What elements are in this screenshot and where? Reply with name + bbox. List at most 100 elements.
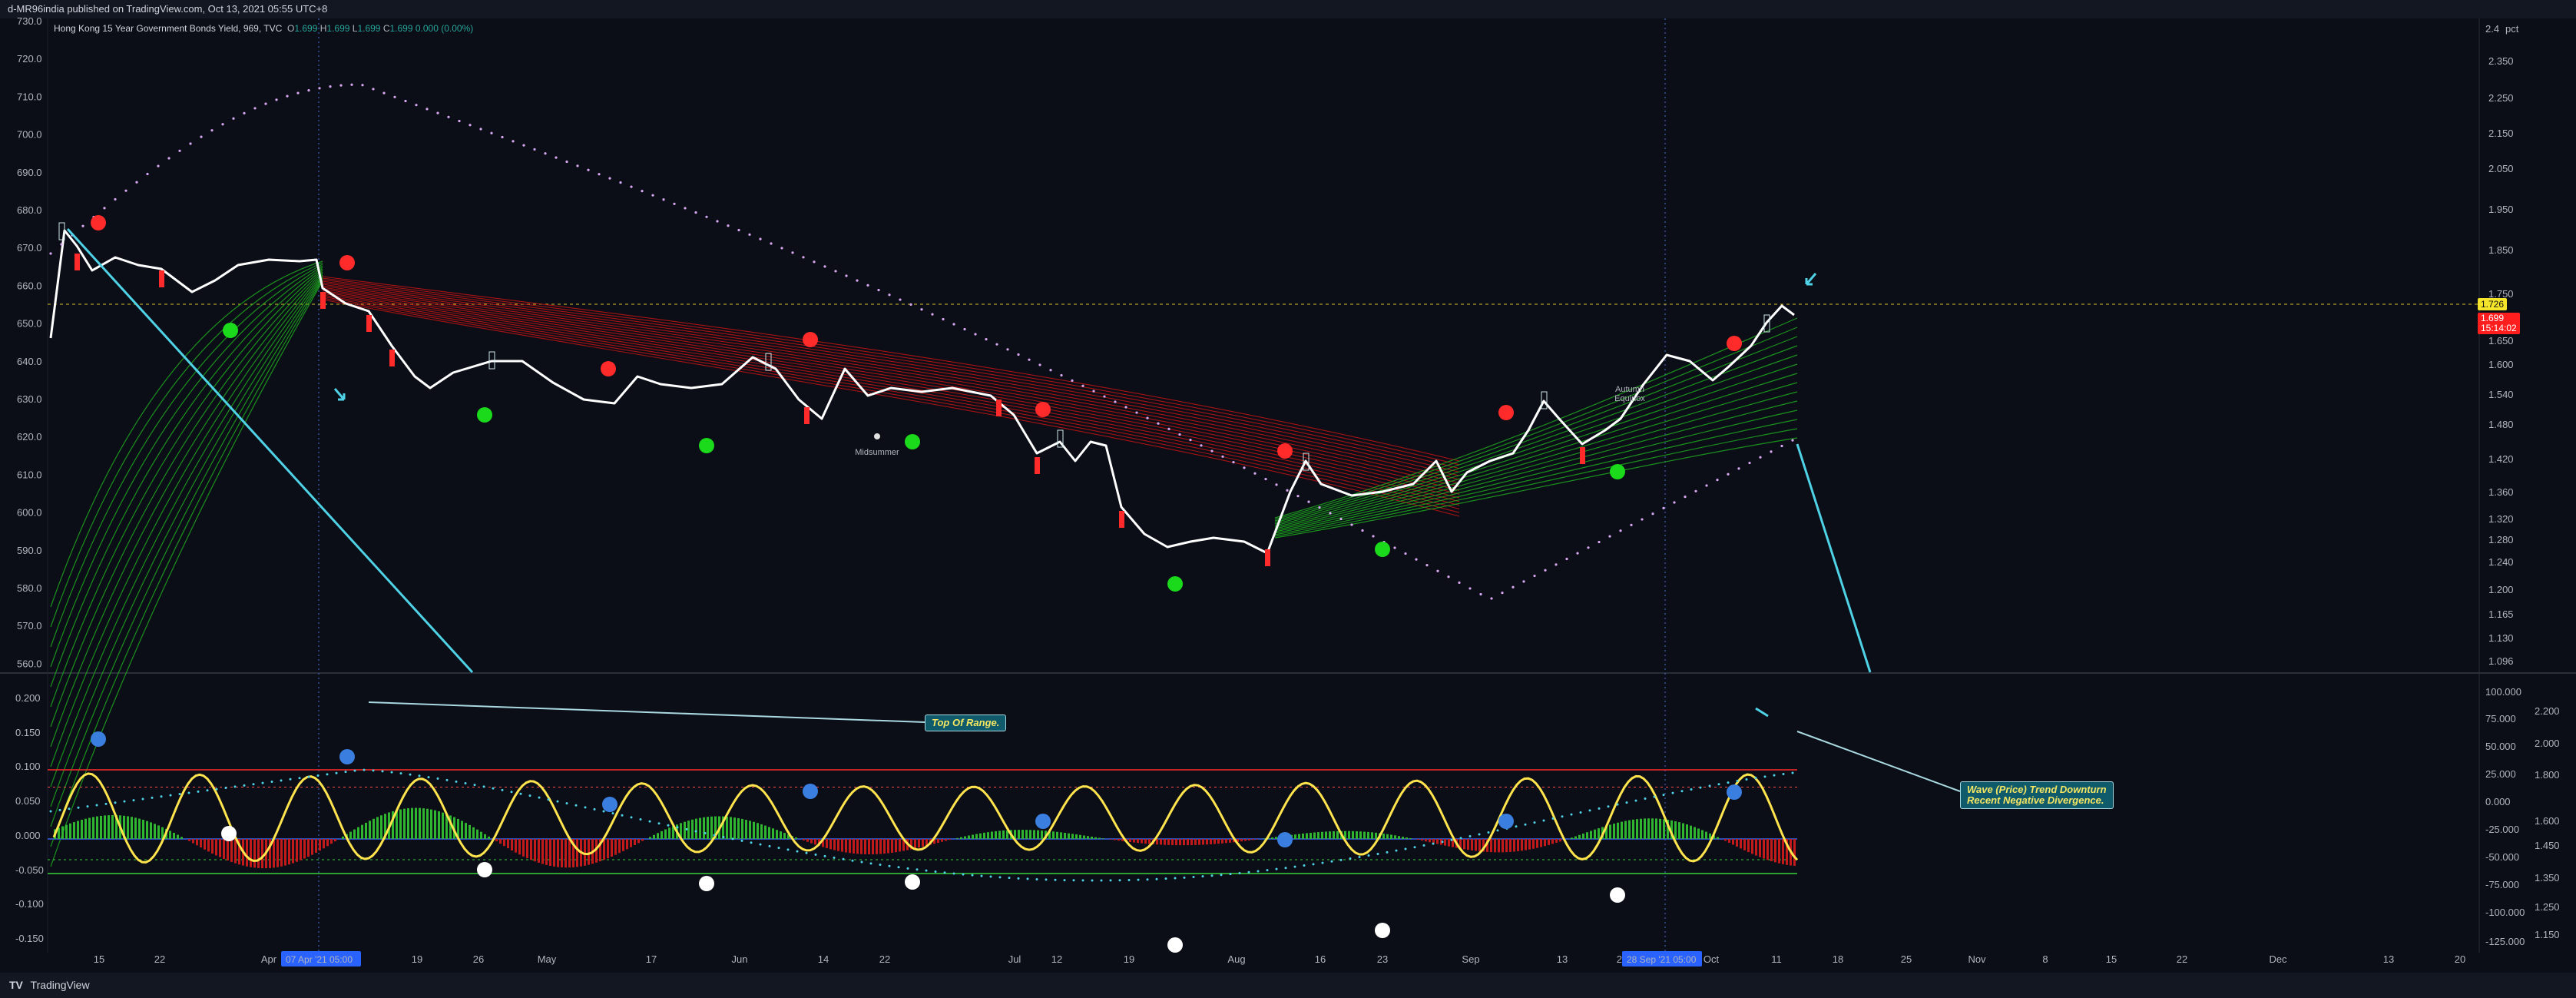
histogram-bar (1494, 839, 1496, 853)
cycle-curve-dot (662, 198, 665, 201)
osc-cycle-dot (261, 781, 264, 784)
histogram-bar (73, 822, 75, 839)
cycle-curve-dot (167, 157, 171, 160)
histogram-bar (123, 815, 125, 839)
time-axis-tick: 26 (473, 953, 484, 965)
histogram-bar (691, 819, 694, 839)
time-axis-tick: 15 (2106, 953, 2117, 965)
cycle-curve-dot (920, 308, 923, 311)
histogram-bar (1037, 830, 1039, 839)
histogram-bar (100, 815, 102, 839)
histogram-bar (1014, 830, 1016, 839)
osc-cycle-dot (1413, 846, 1416, 849)
bull-ribbon-line (1274, 428, 1798, 537)
histogram-bar (1217, 839, 1220, 844)
osc-cycle-dot (1376, 852, 1379, 855)
left-axis-tick: 620.0 (17, 431, 42, 443)
bull-ribbon-left (50, 260, 323, 867)
histogram-bar (534, 839, 536, 862)
histogram-bar (806, 839, 809, 842)
buy-signal-dot (1375, 542, 1390, 557)
cycle-curve-dot (1576, 552, 1579, 555)
histogram-bar (603, 839, 605, 860)
histogram-bar (1156, 839, 1158, 845)
crosshair-time-tag (1622, 951, 1702, 967)
osc-cycle-dot (1404, 847, 1407, 850)
osc-cycle-dot (1441, 841, 1444, 844)
histogram-bar (737, 817, 740, 839)
left-axis-tick: 660.0 (17, 280, 42, 291)
osc-cycle-dot (1035, 877, 1038, 880)
time-axis-tick: Sep (1462, 953, 1479, 965)
cycle-curve-dot (1221, 455, 1224, 458)
cycle-curve-dot (1296, 495, 1300, 498)
left-axis-tick: 650.0 (17, 318, 42, 330)
sell-signal-dot (1035, 402, 1051, 417)
bull-ribbon-line (1274, 373, 1798, 528)
cycle-curve-dot (1608, 535, 1611, 538)
histogram-bar (1594, 829, 1596, 839)
osc-cycle-dot (1763, 775, 1766, 778)
sell-signal-dot (601, 361, 616, 376)
osc-cycle-dot (1127, 878, 1131, 881)
histogram-bar (741, 818, 743, 839)
osc-cycle-dot (1496, 829, 1499, 832)
cycle-curve-dot (1275, 483, 1278, 486)
cycle-curve-dot (318, 87, 321, 90)
histogram-bar (910, 839, 912, 850)
bear-candle (1580, 447, 1585, 464)
osc-cycle-dot (713, 834, 716, 837)
histogram-bar (964, 836, 966, 839)
osc-cycle-dot (1570, 813, 1573, 816)
histogram-bar (411, 807, 413, 839)
histogram-bar (1463, 839, 1465, 850)
histogram-bar (557, 839, 559, 867)
cycle-curve-dot (555, 156, 558, 159)
histogram-bar (814, 839, 816, 845)
cycle-curve-dot (146, 172, 149, 176)
osc-cycle-dot (584, 806, 587, 809)
cycle-curve-dot (813, 260, 816, 264)
osc-right-tick: 1.150 (2535, 929, 2560, 940)
left-axis-tick: 570.0 (17, 620, 42, 632)
histogram-bar (1544, 839, 1546, 847)
histogram-bar (280, 839, 283, 867)
osc-cycle-dot (1303, 864, 1306, 867)
histogram-bar (607, 839, 609, 859)
histogram-bar (1574, 836, 1577, 839)
osc-cycle-dot (906, 867, 909, 870)
cycle-curve-dot (103, 207, 106, 210)
sell-signal-dot (91, 215, 106, 230)
histogram-bar (588, 839, 590, 865)
histogram-bar (1736, 839, 1738, 847)
cycle-curve-dot (1350, 523, 1353, 526)
footer-brand[interactable]: TradingView (30, 979, 90, 991)
cycle-curve-dot (1307, 500, 1310, 503)
histogram-bar (426, 808, 429, 839)
bear-candle (320, 292, 326, 309)
symbol-title[interactable]: Hong Kong 15 Year Government Bonds Yield… (54, 23, 283, 34)
histogram-bar (803, 839, 805, 841)
symbol-legend: Hong Kong 15 Year Government Bonds Yield… (54, 23, 473, 34)
osc-cycle-dot (123, 800, 126, 803)
osc-cycle-dot (344, 771, 347, 774)
osc-cycle-dot (1293, 865, 1296, 868)
histogram-bar (1448, 839, 1450, 847)
histogram-bar (1317, 832, 1319, 839)
histogram-bar (1647, 818, 1650, 839)
crosshair-time-tag (281, 951, 361, 967)
oscillator-pane (0, 675, 2576, 953)
histogram-bar (538, 839, 540, 863)
osc-cycle-dot (860, 860, 863, 864)
histogram-bar (1102, 838, 1104, 839)
histogram-bar (234, 839, 237, 864)
osc-cycle-dot (298, 777, 301, 780)
histogram-bar (476, 829, 478, 839)
cycle-curve-dot (1511, 585, 1515, 589)
osc-cycle-dot (363, 768, 366, 771)
osc-cycle-dot (215, 787, 218, 791)
histogram-bar (1728, 839, 1730, 843)
histogram-bar (1636, 819, 1638, 839)
histogram-bar (246, 839, 248, 867)
